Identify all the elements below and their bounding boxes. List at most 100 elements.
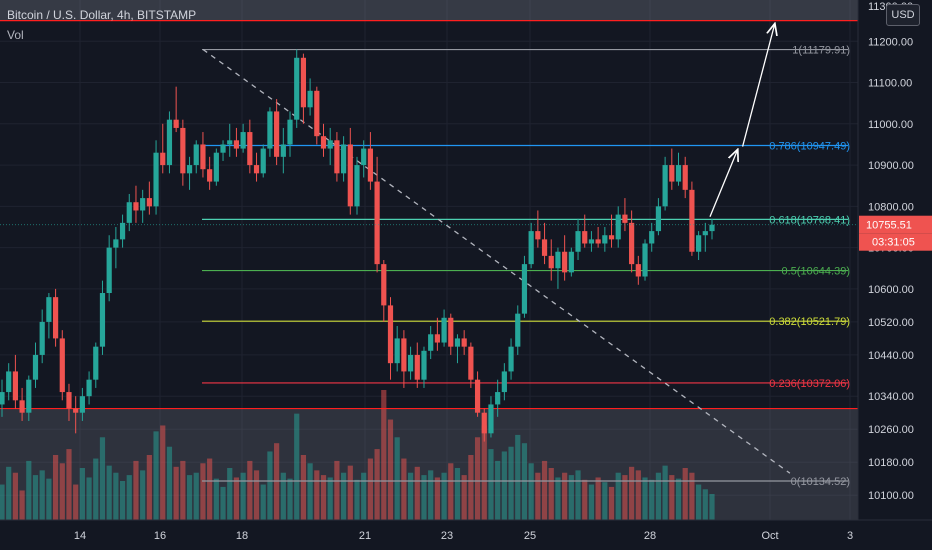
volume-bar [300,455,307,520]
candle-body [314,90,320,137]
candle-body [461,338,467,347]
volume-bar [6,466,12,520]
candle-body [173,119,179,128]
candle-body [709,224,715,232]
candle-body [407,354,414,372]
volume-bar [588,484,595,520]
volume-bar [173,466,179,520]
y-tick-label: 10800.00 [868,201,914,213]
y-tick-label: 10180.00 [868,457,914,469]
candle-body [669,165,675,182]
volume-bar [655,472,662,520]
candle-body [434,334,440,343]
candle-body [220,144,226,153]
candle-body [655,206,662,232]
candle-body [508,346,514,372]
x-tick-label: 16 [154,530,166,542]
candle-body [119,222,126,240]
volume-bar [374,449,380,520]
candle-body [555,251,561,269]
candle-body [548,255,554,269]
volume-bar [528,463,534,520]
candle-body [615,214,621,240]
volume-bar [608,486,615,520]
volume-bar [394,437,400,520]
volume-bar [52,455,59,520]
x-tick-label: 23 [441,530,453,542]
volume-bar [307,463,313,520]
volume-bar [568,475,574,520]
candle-body [166,119,173,166]
volume-bar [367,458,373,520]
candle-body [59,338,65,393]
volume-bar [434,477,440,520]
volume-bar [180,460,186,520]
currency-button[interactable]: USD [886,4,920,26]
candle-body [327,140,333,149]
x-tick-label: 18 [236,530,248,542]
volume-bar [562,472,568,520]
candle-body [421,350,427,380]
candle-body [649,231,655,244]
volume-bar [669,475,675,520]
candle-body [696,235,702,252]
candle-body [274,111,280,157]
volume-bar [267,451,273,520]
volume-bar [160,425,166,520]
volume-bar [682,468,688,520]
candle-body [260,148,266,174]
candle-body [575,231,581,252]
volume-bar [454,468,461,520]
volume-bar [99,437,106,520]
volume-bar [32,475,39,520]
volume-bar [153,431,159,520]
candle-body [602,235,608,244]
volume-bar [334,460,340,520]
y-tick-label: 10900.00 [868,160,914,172]
volume-bar [59,463,65,520]
volume-bar [280,472,286,520]
volume-bar [220,486,226,520]
trend-line [202,48,791,474]
candle-body [207,169,213,182]
volume-bar [320,475,327,520]
volume-bar [186,475,193,520]
x-tick-label: 3 [847,530,853,542]
candle-body [441,317,447,343]
countdown-value: 03:31:05 [872,237,915,249]
candle-body [99,293,106,347]
x-tick-label: 28 [644,530,656,542]
candle-body [381,264,387,306]
candle-body [46,297,52,322]
volume-bar [39,470,45,520]
volume-bar [508,446,514,520]
candle-body [448,317,454,347]
volume-bar [702,489,708,520]
candle-body [481,412,487,434]
time-axis [0,520,932,550]
candle-body [32,354,39,380]
volume-bar [515,434,521,520]
volume-bar [575,470,581,520]
volume-bar [468,455,474,520]
candle-body [488,404,494,434]
volume-bar [166,446,173,520]
volume-bar [253,470,260,520]
volume-bar [602,482,608,520]
candle-body [300,57,307,108]
candle-body [186,165,193,174]
candle-body [180,127,186,174]
countdown-box [859,233,932,251]
candle-body [200,144,206,170]
candle-body [454,338,461,347]
candle-body [280,144,286,157]
candle-body [6,371,12,393]
candle-body [414,354,420,380]
y-tick-label: 10100.00 [868,490,914,502]
price-tag-box [859,215,932,234]
y-tick-label: 10260.00 [868,424,914,436]
candle-body [354,165,360,207]
x-tick-label: Oct [761,530,778,542]
volume-bar [66,449,72,520]
